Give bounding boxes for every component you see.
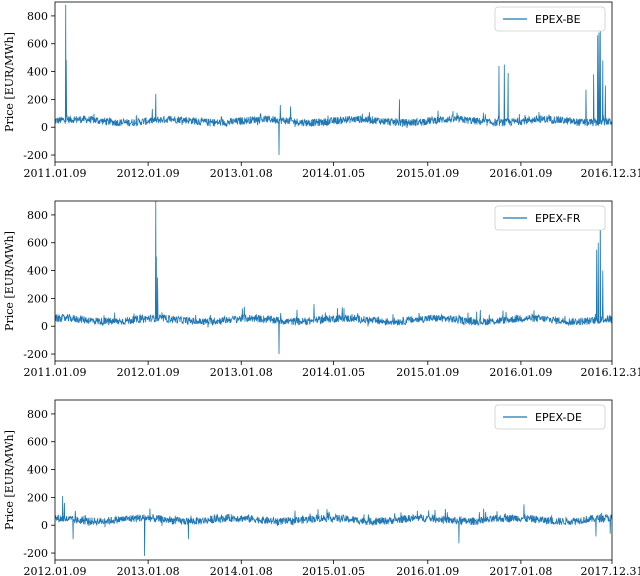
- x-tick-label: 2013.01.08: [117, 565, 180, 576]
- y-axis-label: Price [EUR/MWh]: [3, 231, 16, 331]
- y-axis-label: Price [EUR/MWh]: [3, 430, 16, 530]
- series-line-epex-fr: [55, 201, 612, 355]
- x-tick-label: 2011.01.09: [24, 366, 87, 379]
- legend-box: [494, 6, 606, 32]
- series-line-epex-de: [55, 495, 612, 556]
- x-tick-label: 2013.01.08: [210, 167, 273, 180]
- y-tick-label: -200: [23, 547, 48, 560]
- series-line-epex-be: [55, 4, 612, 156]
- x-tick-label: 2014.01.05: [302, 366, 365, 379]
- x-tick-label: 2015.01.05: [302, 565, 365, 576]
- y-axis-label: Price [EUR/MWh]: [3, 32, 16, 132]
- x-tick-label: 2016.12.31: [581, 167, 640, 180]
- y-tick-label: 400: [27, 66, 48, 79]
- legend: EPEX-DE: [494, 404, 606, 430]
- legend-label: EPEX-DE: [535, 411, 582, 424]
- y-tick-label: 400: [27, 464, 48, 477]
- legend: EPEX-FR: [494, 205, 606, 231]
- x-tick-label: 2015.01.09: [396, 366, 459, 379]
- chart-panel-3: -200 0 200 400 600 800 2012.01.09 2013.01.08 201…: [3, 399, 640, 576]
- y-tick-label: 800: [27, 10, 48, 23]
- x-tick-label: 2014.01.08: [210, 565, 273, 576]
- x-tick-label: 2016.12.31: [581, 366, 640, 379]
- chart-panel-1: -200 0 200 400 600 800 2011.01.09 2012.01.09 201…: [3, 1, 640, 180]
- y-tick-label: 400: [27, 265, 48, 278]
- y-tick-label: 600: [27, 237, 48, 250]
- x-tick-label: 2012.01.09: [24, 565, 87, 576]
- y-tick-label: 0: [41, 519, 48, 532]
- x-tick-label: 2017.12.31: [581, 565, 640, 576]
- legend-label: EPEX-FR: [535, 212, 581, 225]
- y-tick-label: -200: [23, 348, 48, 361]
- y-tick-label: 200: [27, 491, 48, 504]
- x-tick-label: 2016.01.09: [489, 366, 552, 379]
- x-tick-label: 2016.01.09: [396, 565, 459, 576]
- x-tick-label: 2015.01.09: [396, 167, 459, 180]
- legend-box: [494, 404, 606, 430]
- y-tick-label: 0: [41, 121, 48, 134]
- x-tick-label: 2011.01.09: [24, 167, 87, 180]
- y-tick-label: 200: [27, 93, 48, 106]
- x-tick-label: 2012.01.09: [117, 167, 180, 180]
- y-tick-label: 600: [27, 38, 48, 51]
- x-tick-label: 2012.01.09: [117, 366, 180, 379]
- y-tick-label: 800: [27, 209, 48, 222]
- x-tick-label: 2016.01.09: [489, 167, 552, 180]
- y-tick-label: 200: [27, 292, 48, 305]
- y-tick-label: 600: [27, 436, 48, 449]
- legend-label: EPEX-BE: [535, 13, 581, 26]
- x-tick-label: 2017.01.08: [489, 565, 552, 576]
- y-tick-label: 800: [27, 408, 48, 421]
- chart-panel-2: -200 0 200 400 600 800 2011.01.09 2012.01.09 201…: [3, 200, 640, 379]
- x-tick-label: 2013.01.08: [210, 366, 273, 379]
- legend: EPEX-BE: [494, 6, 606, 32]
- legend-box: [494, 205, 606, 231]
- y-tick-label: -200: [23, 149, 48, 162]
- x-tick-label: 2014.01.05: [302, 167, 365, 180]
- y-tick-label: 0: [41, 320, 48, 333]
